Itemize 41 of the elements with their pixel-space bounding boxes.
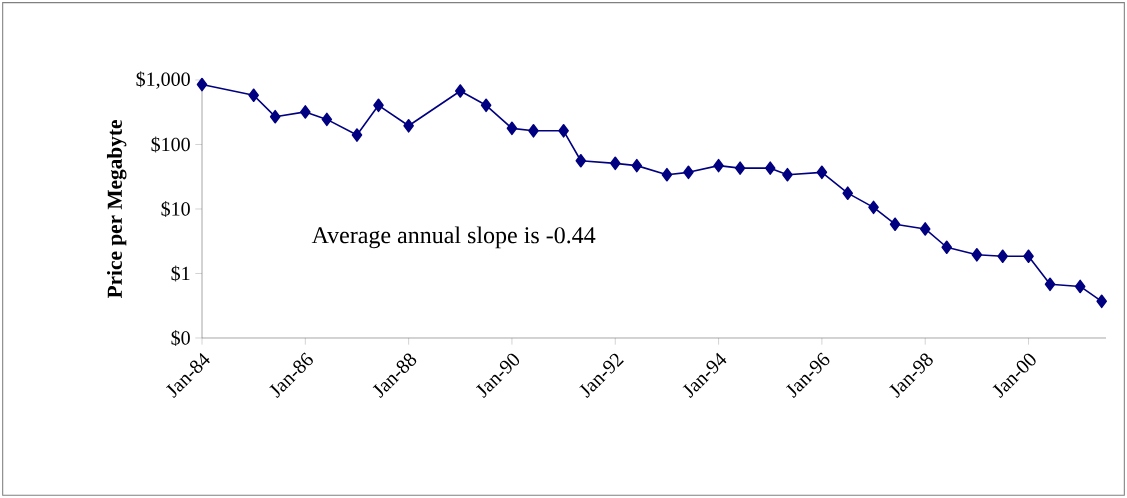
- point: [889, 217, 901, 232]
- point: [196, 77, 208, 92]
- point: [782, 167, 793, 182]
- point: [269, 109, 281, 124]
- point: [480, 98, 492, 113]
- point: [1074, 279, 1086, 294]
- point: [868, 200, 879, 215]
- point: [997, 249, 1008, 264]
- point: [609, 156, 621, 171]
- y-tick-label: $100: [151, 136, 190, 153]
- point: [528, 124, 539, 138]
- point: [919, 222, 931, 236]
- point: [321, 112, 333, 127]
- point: [506, 121, 518, 136]
- point: [764, 161, 776, 175]
- point: [713, 158, 724, 173]
- point: [734, 161, 746, 175]
- point: [631, 158, 643, 173]
- point: [248, 88, 259, 103]
- point: [558, 124, 569, 138]
- point: [683, 165, 694, 180]
- point: [373, 98, 384, 113]
- point: [300, 105, 311, 119]
- point: [971, 247, 983, 262]
- point: [575, 153, 587, 168]
- point: [816, 165, 828, 180]
- point: [941, 240, 953, 255]
- point: [351, 128, 363, 142]
- point: [661, 167, 673, 182]
- point: [1096, 294, 1107, 309]
- y-tick-label: $1,000: [136, 71, 190, 89]
- point: [842, 186, 854, 200]
- point: [403, 118, 414, 133]
- y-tick-label: $1: [171, 265, 190, 282]
- y-axis-title: Price per Megabyte: [106, 120, 127, 299]
- annotation: Average annual slope is -0.44: [311, 226, 596, 249]
- point: [454, 84, 466, 98]
- y-tick-label: $0: [171, 329, 190, 346]
- point: [1044, 277, 1056, 292]
- y-tick-label: $10: [161, 201, 190, 217]
- point: [1023, 249, 1034, 264]
